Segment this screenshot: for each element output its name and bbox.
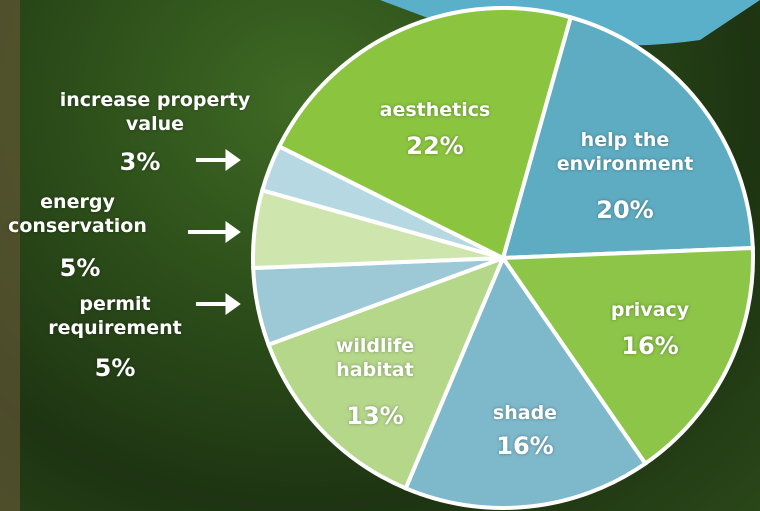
slice-label: increase property value bbox=[55, 88, 255, 136]
slice-label: aesthetics bbox=[365, 98, 505, 122]
slice-label: help the environment bbox=[550, 128, 700, 176]
tree-trunk bbox=[0, 0, 20, 511]
value-label: 5% bbox=[75, 354, 155, 382]
value-label: 22% bbox=[395, 132, 475, 160]
value-label: 20% bbox=[585, 196, 665, 224]
slice-label: wildlife habitat bbox=[320, 334, 430, 382]
arrow-head bbox=[226, 222, 240, 242]
slice-label: privacy bbox=[595, 298, 705, 322]
slice-label: energy conservation bbox=[0, 190, 155, 238]
arrow-head bbox=[226, 294, 240, 314]
slice-label: shade bbox=[470, 401, 580, 425]
value-label: 5% bbox=[40, 254, 120, 282]
arrow-head bbox=[226, 150, 240, 170]
arrows bbox=[188, 150, 240, 314]
value-label: 16% bbox=[485, 432, 565, 460]
value-label: 16% bbox=[610, 332, 690, 360]
chart: help the environment 20% privacy 16% shade 16… bbox=[0, 0, 760, 511]
value-label: 3% bbox=[100, 148, 180, 176]
slice-label: permit requirement bbox=[40, 292, 190, 340]
value-label: 13% bbox=[335, 402, 415, 430]
